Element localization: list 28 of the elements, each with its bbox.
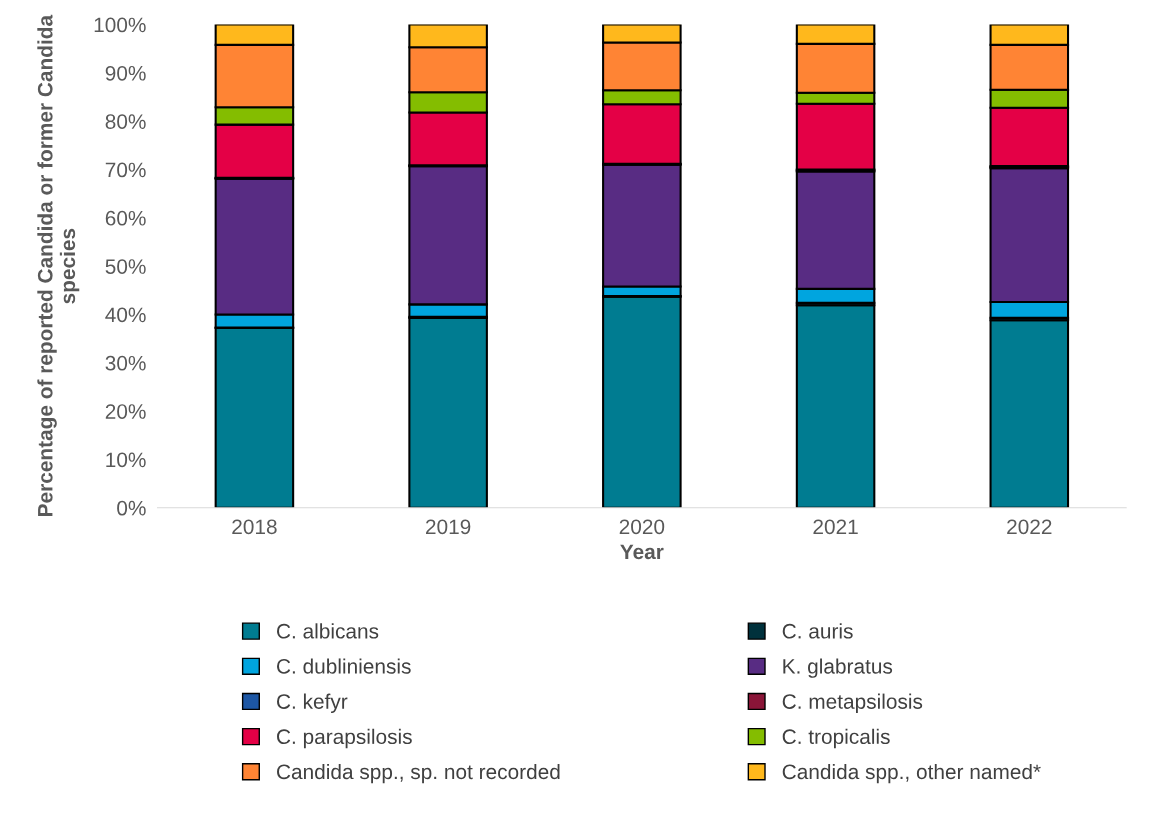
y-tick-label: 60%: [105, 210, 146, 226]
x-tick-label: 2021: [813, 519, 858, 535]
legend-label: C. tropicalis: [782, 728, 890, 749]
legend-label: K. glabratus: [783, 658, 893, 678]
y-tick-label: 20%: [105, 404, 146, 419]
x-axis-title: Year: [620, 544, 664, 560]
y-tick-label: 0%: [117, 500, 146, 516]
y-tick-label: 70%: [105, 162, 146, 178]
legend-label: C. albicans: [277, 623, 379, 639]
x-tick-label: 2018: [232, 519, 277, 535]
legend-label: C. dubliniensis: [277, 658, 411, 674]
legend-label: C. kefyr: [277, 693, 348, 714]
y-tick-label: 10%: [106, 452, 146, 468]
y-tick-label: 80%: [105, 114, 146, 129]
y-tick-label: 90%: [105, 65, 146, 81]
legend-label: Candida spp., other named*: [782, 763, 1041, 784]
legend-label: Candida spp., sp. not recorded: [277, 763, 560, 784]
y-axis-title: Percentage of reported Candida or former Candida species: [37, 14, 80, 516]
x-tick-label: 2022: [1007, 519, 1052, 535]
y-tick-label: 40%: [105, 307, 146, 323]
legend-label: C. parapsilosis: [277, 728, 412, 749]
x-tick-label: 2020: [619, 519, 665, 535]
y-tick-label: 100%: [94, 17, 146, 33]
legend-label: C. auris: [782, 623, 853, 639]
legend-label: C. metapsilosis: [782, 693, 923, 714]
y-tick-label: 30%: [105, 355, 146, 371]
y-tick-label: 50%: [105, 259, 146, 274]
x-tick-label: 2019: [426, 519, 471, 535]
